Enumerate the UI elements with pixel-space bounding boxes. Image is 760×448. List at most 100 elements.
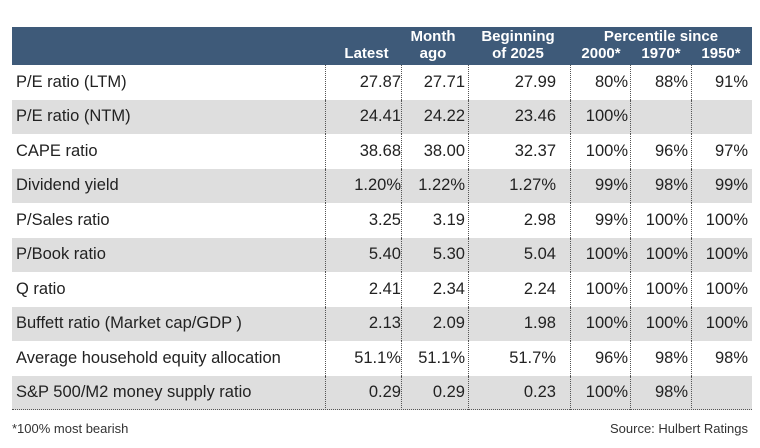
cell-month-ago: 2.34	[432, 279, 465, 298]
table-row: Dividend yield 1.20% 1.22% 1.27% 99% 98% 99%	[12, 168, 752, 203]
cell-month-ago: 5.30	[432, 245, 465, 264]
column-divider	[570, 272, 571, 307]
table-row: P/E ratio (NTM) 24.41 24.22 23.46 100%	[12, 99, 752, 134]
table-header: Latest Month ago Beginning of 2025 Perce…	[12, 27, 752, 65]
cell-latest: 2.41	[368, 279, 401, 298]
cell-percentile-1970: 88%	[654, 72, 688, 91]
column-divider	[468, 134, 469, 169]
column-divider	[570, 134, 571, 169]
table-row: P/E ratio (LTM) 27.87 27.71 27.99 80% 88% 91%	[12, 65, 752, 100]
cell-month-ago: 0.29	[432, 383, 465, 402]
header-beginning-line2: of 2025	[492, 45, 544, 62]
column-divider	[630, 272, 631, 307]
column-divider	[401, 306, 402, 341]
cell-latest: 3.25	[368, 210, 401, 229]
cell-percentile-2000: 100%	[585, 245, 628, 264]
table-row: Q ratio 2.41 2.34 2.24 100% 100% 100%	[12, 272, 752, 307]
column-divider	[468, 203, 469, 238]
column-divider	[325, 134, 326, 169]
column-divider	[570, 99, 571, 134]
header-month-ago: Month ago	[402, 28, 464, 62]
source-credit: Source: Hulbert Ratings	[609, 421, 748, 436]
column-divider	[630, 65, 631, 100]
column-divider	[570, 65, 571, 100]
cell-month-ago: 3.19	[432, 210, 465, 229]
column-divider	[468, 65, 469, 100]
column-divider	[325, 99, 326, 134]
cell-beginning: 5.04	[523, 245, 556, 264]
column-divider	[630, 99, 631, 134]
cell-latest: 38.68	[359, 141, 401, 160]
cell-metric-name: CAPE ratio	[16, 141, 98, 160]
column-divider	[468, 237, 469, 272]
cell-beginning: 2.98	[523, 210, 556, 229]
column-divider	[691, 237, 692, 272]
column-divider	[468, 306, 469, 341]
cell-beginning: 1.27%	[509, 176, 556, 195]
cell-percentile-1950: 100%	[705, 210, 748, 229]
cell-beginning: 0.23	[523, 383, 556, 402]
cell-percentile-2000: 100%	[585, 279, 628, 298]
cell-percentile-1970: 98%	[654, 383, 688, 402]
header-percentile-since: Percentile since	[603, 28, 719, 45]
column-divider	[325, 237, 326, 272]
cell-beginning: 1.98	[523, 314, 556, 333]
column-divider	[401, 203, 402, 238]
column-divider	[691, 99, 692, 134]
column-divider	[691, 168, 692, 203]
column-divider	[401, 168, 402, 203]
cell-percentile-1950: 100%	[705, 279, 748, 298]
cell-metric-name: Q ratio	[16, 279, 66, 298]
cell-beginning: 27.99	[514, 72, 556, 91]
column-divider	[630, 203, 631, 238]
cell-percentile-1950: 91%	[714, 72, 748, 91]
table-row: P/Sales ratio 3.25 3.19 2.98 99% 100% 100%	[12, 203, 752, 238]
column-divider	[401, 375, 402, 410]
table-row: CAPE ratio 38.68 38.00 32.37 100% 96% 97%	[12, 134, 752, 169]
column-divider	[325, 306, 326, 341]
valuation-table: Latest Month ago Beginning of 2025 Perce…	[12, 27, 752, 410]
cell-month-ago: 2.09	[432, 314, 465, 333]
column-divider	[691, 203, 692, 238]
header-month-ago-line1: Month	[410, 28, 456, 45]
column-divider	[468, 341, 469, 376]
cell-metric-name: P/E ratio (NTM)	[16, 107, 131, 126]
column-divider	[325, 65, 326, 100]
column-divider	[691, 341, 692, 376]
cell-percentile-1970: 98%	[654, 176, 688, 195]
column-divider	[570, 237, 571, 272]
column-divider	[325, 375, 326, 410]
cell-latest: 51.1%	[354, 348, 401, 367]
table-row: Buffett ratio (Market cap/GDP ) 2.13 2.09 1…	[12, 306, 752, 341]
cell-percentile-2000: 80%	[594, 72, 628, 91]
column-divider	[325, 203, 326, 238]
column-divider	[691, 375, 692, 410]
column-divider	[630, 341, 631, 376]
column-divider	[570, 203, 571, 238]
column-divider	[325, 341, 326, 376]
header-1950: 1950*	[701, 45, 741, 62]
cell-percentile-2000: 100%	[585, 383, 628, 402]
cell-metric-name: Average household equity allocation	[16, 348, 281, 367]
cell-percentile-1970: 100%	[645, 279, 688, 298]
cell-metric-name: P/Book ratio	[16, 245, 106, 264]
cell-percentile-1950: 100%	[705, 245, 748, 264]
cell-metric-name: P/Sales ratio	[16, 210, 110, 229]
cell-month-ago: 1.22%	[418, 176, 465, 195]
column-divider	[401, 341, 402, 376]
cell-month-ago: 24.22	[423, 107, 465, 126]
cell-beginning: 2.24	[523, 279, 556, 298]
header-2000: 2000*	[581, 45, 621, 62]
column-divider	[691, 306, 692, 341]
header-latest: Latest	[344, 45, 389, 62]
cell-latest: 5.40	[368, 245, 401, 264]
cell-percentile-1970: 100%	[645, 245, 688, 264]
cell-percentile-1970: 96%	[654, 141, 688, 160]
cell-percentile-1950: 98%	[714, 348, 748, 367]
column-divider	[630, 375, 631, 410]
cell-metric-name: Buffett ratio (Market cap/GDP )	[16, 314, 242, 333]
column-divider	[691, 65, 692, 100]
column-divider	[570, 168, 571, 203]
header-1970: 1970*	[641, 45, 681, 62]
cell-percentile-2000: 96%	[594, 348, 628, 367]
